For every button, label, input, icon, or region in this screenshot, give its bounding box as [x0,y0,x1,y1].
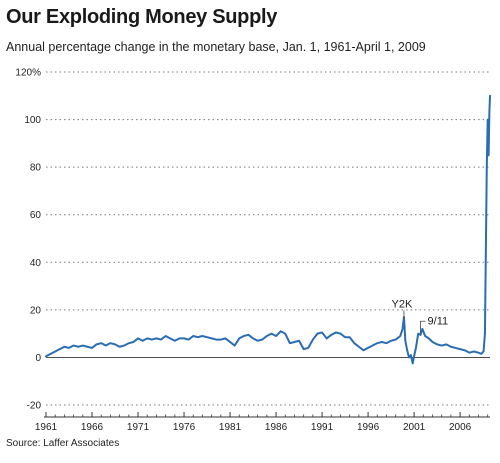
annotations: Y2K 9/11 [392,298,449,334]
y-tick-label: 80 [30,163,42,174]
annotation-label: 9/11 [428,315,449,327]
x-tick-label: 1986 [265,422,288,433]
x-tick-label: 1976 [173,422,196,433]
chart-title: Our Exploding Money Supply [6,6,278,28]
y-tick-label: 120% [15,68,41,79]
gridlines [46,71,490,406]
series-layer [45,94,491,365]
x-tick-label: 1991 [311,422,334,433]
source-note: Source: Laffer Associates [6,438,120,449]
y-tick-label: 60 [30,210,42,221]
x-tick-label: 1971 [127,422,150,433]
annotation-leader [420,320,426,334]
y-tick-label: 40 [30,258,42,269]
x-tick-label: 2001 [403,422,426,433]
y-axis-tick-labels: 120% 100 80 60 40 20 0 -20 [15,68,41,412]
x-tick-label: 1961 [35,422,58,433]
x-axis: 1961 1966 1971 1976 1981 1986 1991 1996 2001 2006 [35,412,490,433]
x-tick-label: 2006 [449,422,472,433]
x-tick-label: 1996 [357,422,380,433]
y-tick-label: 100 [24,115,41,126]
y-tick-label: 20 [30,305,42,316]
y-tick-label: 0 [35,353,41,364]
chart-subtitle: Annual percentage change in the monetary… [6,40,426,54]
y-tick-label: -20 [27,401,42,412]
annotation-label: Y2K [392,298,413,310]
series-line [45,94,491,365]
x-tick-label: 1966 [81,422,104,433]
x-tick-label: 1981 [219,422,242,433]
